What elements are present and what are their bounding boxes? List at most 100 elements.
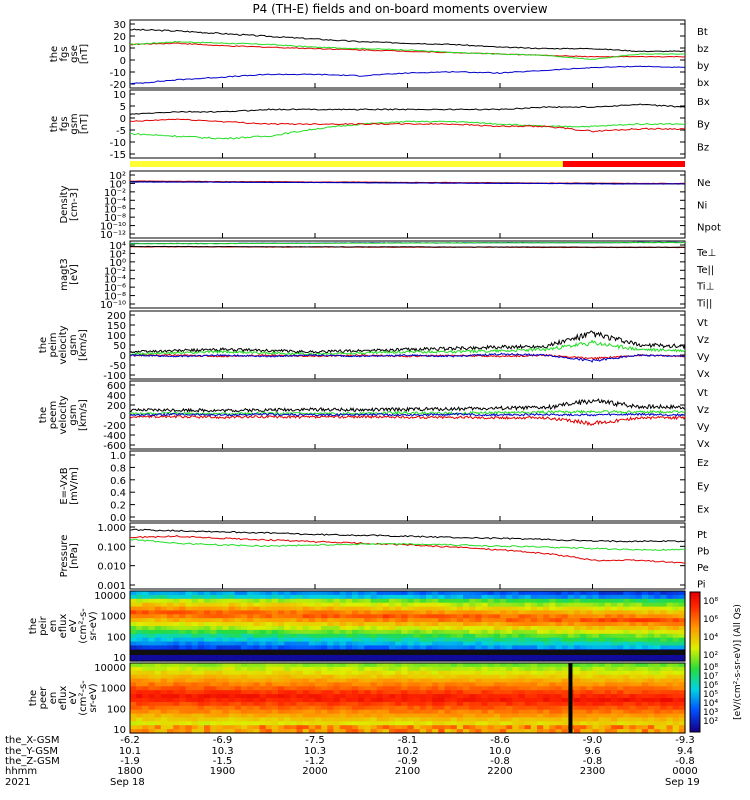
spectrogram-cell [315, 602, 322, 608]
spectrogram-cell [308, 610, 316, 615]
spectrogram-cell [130, 698, 137, 703]
spectrogram-cell [475, 717, 483, 722]
spectrogram-cell [654, 629, 661, 635]
spectrogram-cell [376, 622, 384, 627]
spectrogram-cell [333, 701, 341, 707]
spectrogram-cell [487, 645, 495, 650]
spectrogram-cell [265, 698, 273, 703]
spectrogram-cell [376, 709, 384, 715]
spectrogram-cell [641, 663, 649, 668]
spectrogram-cell [259, 629, 267, 635]
spectrogram-cell [487, 614, 495, 619]
spectrogram-cell [518, 657, 526, 662]
spectrogram-cell [506, 614, 513, 619]
spectrogram-cell [197, 591, 205, 596]
spectrogram-cell [549, 686, 557, 691]
spectrogram-cell [426, 645, 433, 650]
spectrogram-cell [401, 614, 409, 619]
spectrogram-cell [167, 641, 174, 647]
y-label-line: gse [69, 45, 80, 63]
spectrogram-cell [185, 663, 193, 668]
spectrogram-cell [370, 705, 378, 711]
spectrogram-cell [253, 618, 261, 623]
spectrogram-cell [660, 626, 668, 631]
spectrogram-cell [296, 641, 304, 647]
spectrogram-cell [148, 641, 156, 647]
spectrogram-cell [672, 629, 680, 635]
spectrogram-cell [407, 622, 415, 627]
spectrogram-cell [191, 709, 199, 715]
spectrogram-cell [660, 645, 668, 650]
spectrogram-cell [654, 674, 661, 680]
spectrogram-cell [586, 598, 594, 604]
spectrogram-cell [130, 690, 137, 695]
spectrogram-cell [315, 618, 322, 623]
spectrogram-cell [500, 622, 507, 627]
spectrogram-cell [506, 682, 513, 687]
spectrogram-cell [216, 709, 224, 715]
spectrogram-cell [352, 618, 359, 623]
spectrogram-cell [247, 709, 254, 715]
spectrogram-cell [611, 633, 618, 639]
spectrogram-cell [641, 713, 649, 719]
spectrogram-cell [265, 670, 273, 676]
spectrogram-cell [617, 633, 624, 639]
spectrogram-cell [567, 614, 575, 619]
spectrogram-cell [635, 626, 643, 631]
spectrogram-cell [543, 626, 550, 631]
spectrogram-cell [302, 709, 310, 715]
spectrogram-cell [136, 618, 143, 623]
spectrogram-cell [339, 729, 347, 734]
spectrogram-cell [154, 670, 162, 676]
spectrogram-cell [142, 602, 150, 608]
spectrogram-cell [191, 594, 199, 600]
spectrogram-cell [623, 678, 631, 684]
spectrogram-cell [389, 690, 396, 695]
spectrogram-cell [271, 717, 279, 722]
spectrogram-cell [500, 618, 507, 623]
spectrogram-cell [648, 622, 655, 627]
series-line-vt [129, 398, 686, 413]
spectrogram-cell [142, 682, 150, 687]
spectrogram-cell [259, 606, 267, 612]
spectrogram-cell [253, 645, 261, 650]
spectrogram-cell [487, 629, 495, 635]
x-tick-value: 0000 [672, 766, 697, 777]
spectrogram-cell [308, 663, 316, 668]
spectrogram-cell [382, 674, 390, 680]
y-tick-label: 10⁻¹⁰ [100, 300, 126, 311]
spectrogram-cell [450, 729, 458, 734]
spectrogram-cell [518, 674, 526, 680]
spectrogram-cell [407, 641, 415, 647]
spectrogram-cell [234, 705, 242, 711]
spectrogram-cell [419, 637, 427, 643]
spectrogram-cell [641, 614, 649, 619]
spectrogram-cell [475, 725, 483, 730]
spectrogram-cell [290, 598, 298, 604]
spectrogram-cell [339, 594, 347, 600]
spectrogram-cell [271, 629, 279, 635]
spectrogram-cell [586, 626, 594, 631]
spectrogram-cell [512, 721, 520, 726]
spectrogram-cell [413, 701, 421, 707]
spectrogram-cell [278, 721, 285, 726]
spectrogram-cell [167, 629, 174, 635]
spectrogram-cell [259, 663, 267, 668]
spectrogram-cell [370, 721, 378, 726]
spectrogram-cell [567, 653, 575, 658]
spectrogram-cell [160, 678, 168, 684]
spectrogram-cell [228, 725, 236, 730]
spectrogram-cell [204, 678, 211, 684]
spectrogram-cell [654, 598, 661, 604]
spectrogram-cell [456, 717, 464, 722]
spectrogram-cell [352, 614, 359, 619]
spectrogram-cell [438, 686, 446, 691]
spectrogram-cell [308, 591, 316, 596]
spectrogram-cell [635, 629, 643, 635]
spectrogram-cell [543, 674, 550, 680]
spectrogram-cell [469, 682, 476, 687]
spectrogram-cell [463, 618, 470, 623]
spectrogram-cell [506, 598, 513, 604]
spectrogram-cell [179, 622, 187, 627]
spectrogram-cell [358, 598, 365, 604]
